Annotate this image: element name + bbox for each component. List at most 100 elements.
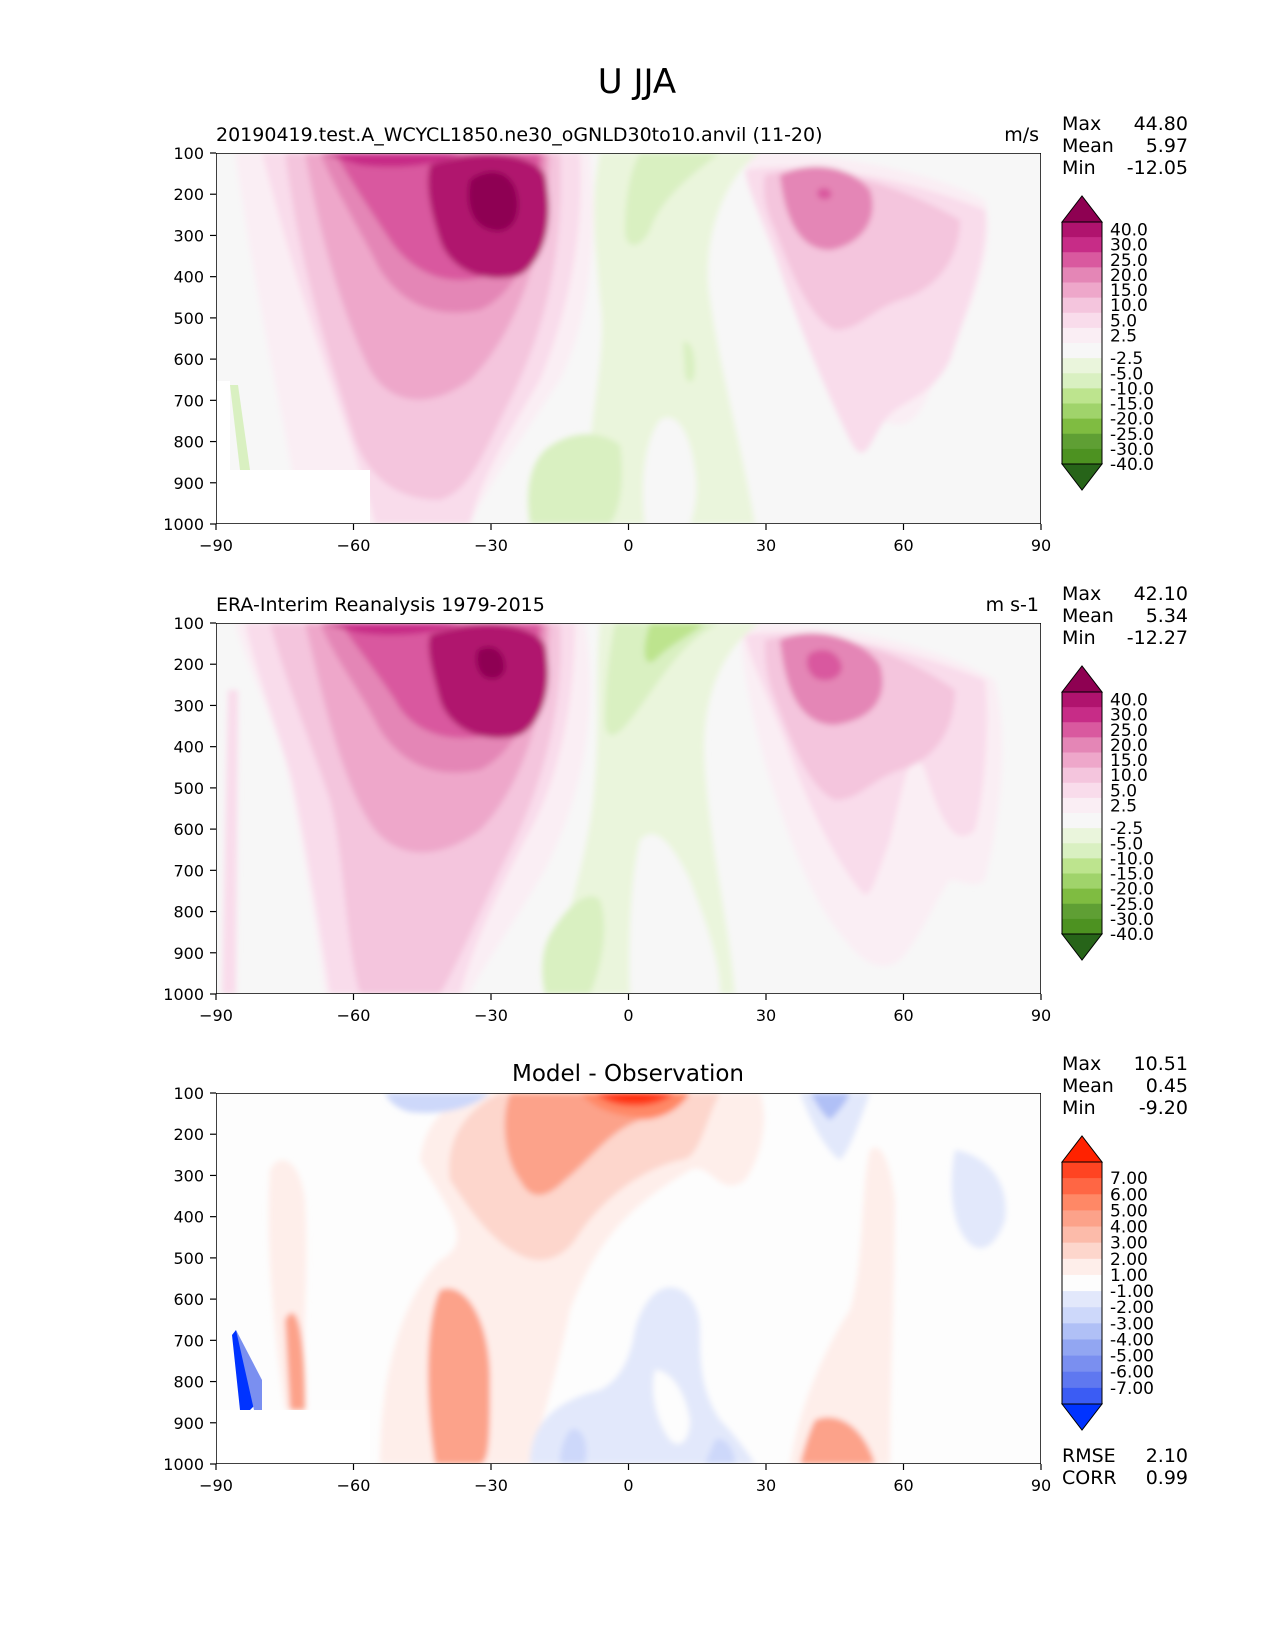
colorbar-label: -40.0 — [1110, 455, 1154, 475]
stat-label: Max — [1062, 1053, 1101, 1075]
y-axis-ticks: 100 200 300 400 500 600 700 800 900 1000 — [163, 614, 216, 1004]
colorbar-extend-top — [1060, 665, 1104, 693]
y-tick-label: 1000 — [163, 985, 204, 1004]
colorbar: 7.006.005.004.003.002.001.00-1.00-2.00-3… — [1060, 1135, 1154, 1431]
colorbar-label: 5.00 — [1110, 1201, 1148, 1221]
y-tick-label: 500 — [173, 779, 204, 798]
colorbar-label: -6.00 — [1110, 1363, 1154, 1383]
panel-title: ERA-Interim Reanalysis 1979-2015 — [216, 594, 545, 616]
y-tick-label: 800 — [173, 1373, 204, 1392]
x-tick-label: 90 — [1031, 536, 1051, 555]
y-tick-label: 700 — [173, 391, 204, 410]
y-tick-label: 300 — [173, 226, 204, 245]
panel-units: m s-1 — [986, 594, 1039, 616]
colorbar-swatch — [1062, 327, 1102, 344]
colorbar-label: -40.0 — [1110, 925, 1154, 945]
colorbar-swatch — [1062, 1291, 1102, 1308]
colorbar-frame — [1061, 1161, 1103, 1405]
stat-value: 44.80 — [1134, 113, 1188, 135]
colorbar-swatch — [1062, 1210, 1102, 1228]
colorbar-swatch — [1062, 828, 1102, 844]
x-tick-label: 60 — [893, 1476, 913, 1495]
colorbar-swatch — [1062, 1274, 1102, 1292]
colorbar-swatch — [1062, 722, 1102, 738]
colorbar-label: -20.0 — [1110, 880, 1154, 900]
colorbar-label: 1.00 — [1110, 1266, 1148, 1286]
y-tick-label: 500 — [173, 1249, 204, 1268]
colorbar-swatch — [1062, 707, 1102, 723]
x-tick-label: −90 — [199, 536, 233, 555]
colorbar-swatch — [1062, 1242, 1102, 1260]
colorbar-label: 30.0 — [1110, 236, 1148, 256]
stat-label: Max — [1062, 583, 1101, 605]
colorbar-label: 2.5 — [1110, 796, 1137, 816]
stat-label: Max — [1062, 113, 1101, 135]
y-tick-label: 900 — [173, 1414, 204, 1433]
obs-panel: ERA-Interim Reanalysis 1979-2015 m s-1 — [163, 583, 1188, 1025]
x-tick-label: −90 — [199, 1006, 233, 1025]
colorbar-label: -10.0 — [1110, 849, 1154, 869]
y-tick-label: 500 — [173, 309, 204, 328]
colorbar-swatch — [1062, 1194, 1102, 1211]
stats-block: Max 42.10 Mean 5.34 Min -12.27 — [1062, 583, 1188, 649]
colorbar-swatch — [1062, 737, 1102, 753]
colorbar-swatch — [1062, 1307, 1102, 1324]
y-tick-label: 400 — [173, 1208, 204, 1227]
colorbar-swatch — [1062, 1258, 1102, 1276]
x-tick-label: −60 — [337, 1476, 371, 1495]
colorbar-frame — [1061, 221, 1103, 465]
colorbar-swatch — [1062, 692, 1102, 708]
colorbar-swatch — [1062, 1323, 1102, 1340]
colorbar-swatch — [1062, 267, 1102, 283]
y-tick-label: 600 — [173, 1290, 204, 1309]
test-panel: 20190419.test.A_WCYCL1850.ne30_oGNLD30to… — [163, 113, 1188, 555]
colorbar-swatch — [1062, 373, 1102, 389]
metric-value: 2.10 — [1146, 1445, 1188, 1467]
stat-label: Mean — [1062, 605, 1114, 627]
colorbar-label: -5.0 — [1110, 834, 1143, 854]
colorbar-label: 15.0 — [1110, 281, 1148, 301]
y-tick-label: 1000 — [163, 515, 204, 534]
stat-value: 5.34 — [1146, 605, 1188, 627]
x-tick-label: 0 — [623, 1476, 633, 1495]
colorbar-swatch — [1062, 1162, 1102, 1179]
colorbar-label: 25.0 — [1110, 251, 1148, 271]
colorbar-swatch — [1062, 873, 1102, 890]
x-tick-label: 0 — [623, 1006, 633, 1025]
colorbar-swatch — [1062, 448, 1102, 465]
colorbar-swatch — [1062, 903, 1102, 920]
stat-label: Mean — [1062, 1075, 1114, 1097]
colorbar-label: 10.0 — [1110, 296, 1148, 316]
colorbar-label: -25.0 — [1110, 895, 1154, 915]
colorbar-swatch — [1062, 797, 1102, 814]
colorbar-label: 3.00 — [1110, 1234, 1148, 1254]
colorbar-swatch — [1062, 1371, 1102, 1389]
contour-field — [216, 153, 1041, 524]
colorbar-swatch — [1062, 1339, 1102, 1357]
stat-value: -12.27 — [1127, 627, 1188, 649]
colorbar-swatch — [1062, 418, 1102, 435]
colorbar-swatch — [1062, 297, 1102, 314]
colorbar-swatch — [1062, 1355, 1102, 1373]
colorbar-label: 30.0 — [1110, 706, 1148, 726]
colorbar-swatch — [1062, 343, 1102, 359]
colorbar-label: 4.00 — [1110, 1218, 1148, 1238]
colorbar-label: -1.00 — [1110, 1282, 1154, 1302]
stat-value: -9.20 — [1139, 1097, 1188, 1119]
y-tick-label: 200 — [173, 655, 204, 674]
colorbar-label: 2.5 — [1110, 326, 1137, 346]
colorbar-swatch — [1062, 858, 1102, 874]
x-tick-label: −30 — [474, 1006, 508, 1025]
colorbar-label: 20.0 — [1110, 266, 1148, 286]
x-tick-label: 0 — [623, 536, 633, 555]
colorbar-swatch — [1062, 403, 1102, 420]
y-tick-label: 800 — [173, 903, 204, 922]
colorbar-label: -4.00 — [1110, 1330, 1154, 1350]
colorbar: 40.030.025.020.015.010.05.02.5-2.5-5.0-1… — [1060, 195, 1154, 491]
y-tick-label: 400 — [173, 268, 204, 287]
colorbar-swatch — [1062, 237, 1102, 253]
colorbar-label: -15.0 — [1110, 865, 1154, 885]
colorbar-label: -2.5 — [1110, 819, 1143, 839]
stat-label: Min — [1062, 627, 1096, 649]
y-axis-ticks: 100 200 300 400 500 600 700 800 900 1000 — [163, 144, 216, 534]
